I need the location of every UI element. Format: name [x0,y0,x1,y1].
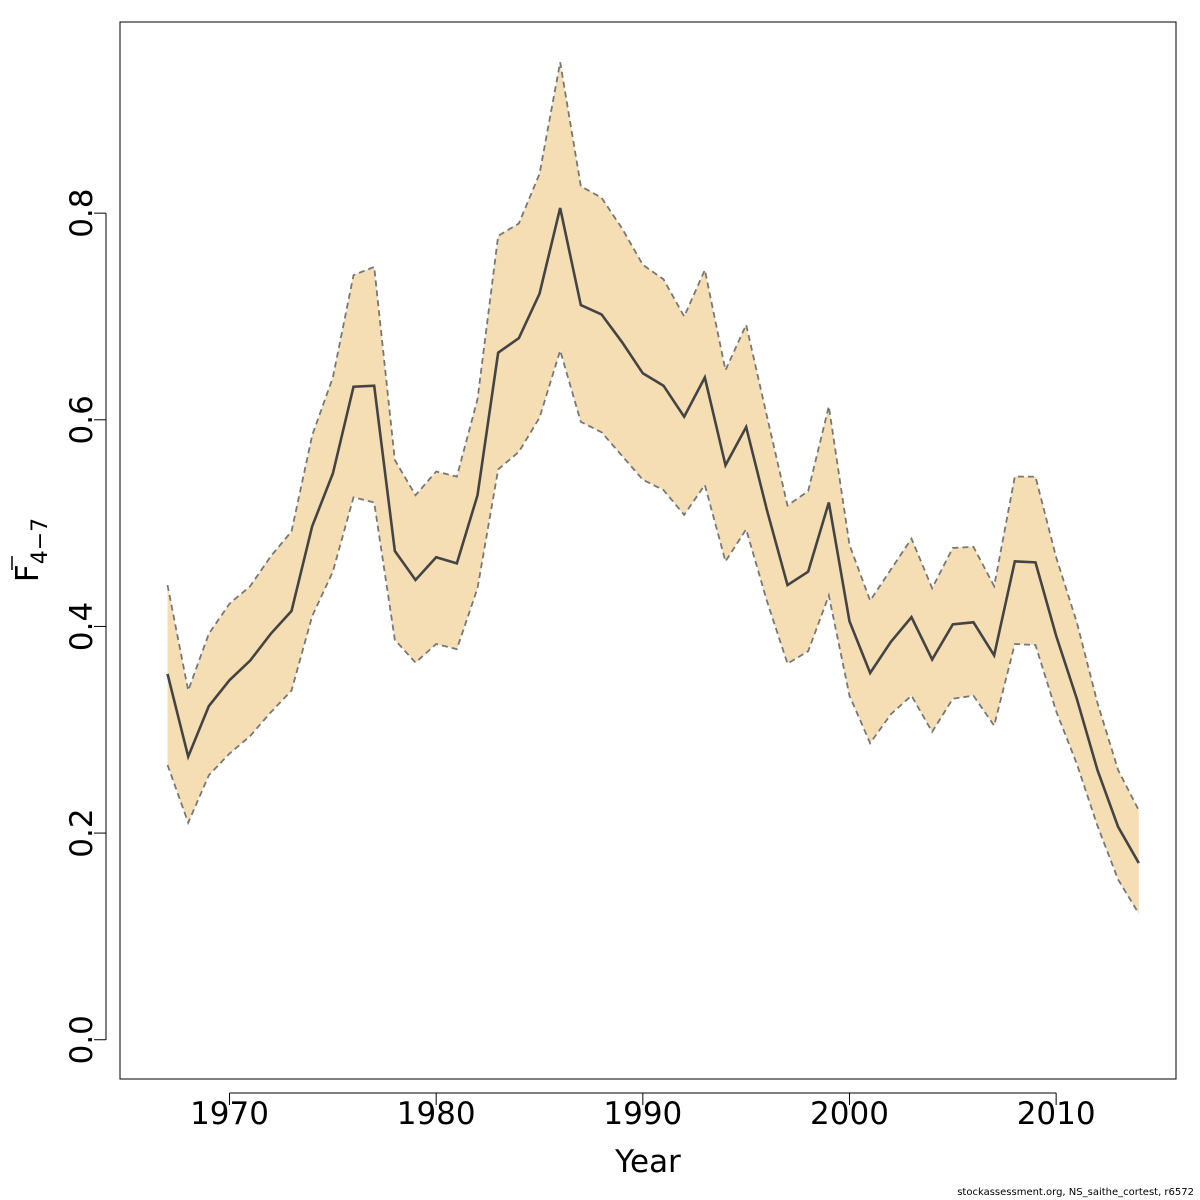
y-tick-label: 0.8 [64,188,100,237]
series-line-layer [166,62,1140,915]
x-tick-label: 1980 [397,1096,476,1132]
footer-credit: stockassessment.org, NS_saithe_cortest, … [957,1187,1194,1198]
fbar-line [166,207,1140,864]
y-tick-label: 0.2 [64,808,100,857]
y-tick-label: 0.6 [64,395,100,444]
confidence-band [167,62,1139,914]
y-axis: 0.0 0.2 0.4 0.6 0.8 [64,188,107,1064]
x-axis-title: Year [614,1144,681,1180]
y-axis-title: F4−7 [10,518,53,582]
y-tick-label: 0.4 [64,602,100,651]
x-tick-label: 1990 [603,1096,682,1132]
x-axis: 1970 1980 1990 2000 2010 [190,1092,1096,1132]
upper-bound-line [166,62,1140,811]
x-tick-label: 2010 [1017,1096,1096,1132]
y-tick-label: 0.0 [64,1015,100,1064]
confidence-band-layer [167,62,1139,914]
x-tick-label: 2000 [810,1096,889,1132]
svg-text:F4−7: F4−7 [10,518,53,582]
x-tick-label: 1970 [190,1096,269,1132]
y-axis-title-subscript: 4−7 [28,518,53,564]
y-axis-title-main: F [10,564,46,582]
plot-frame [119,21,1177,1080]
